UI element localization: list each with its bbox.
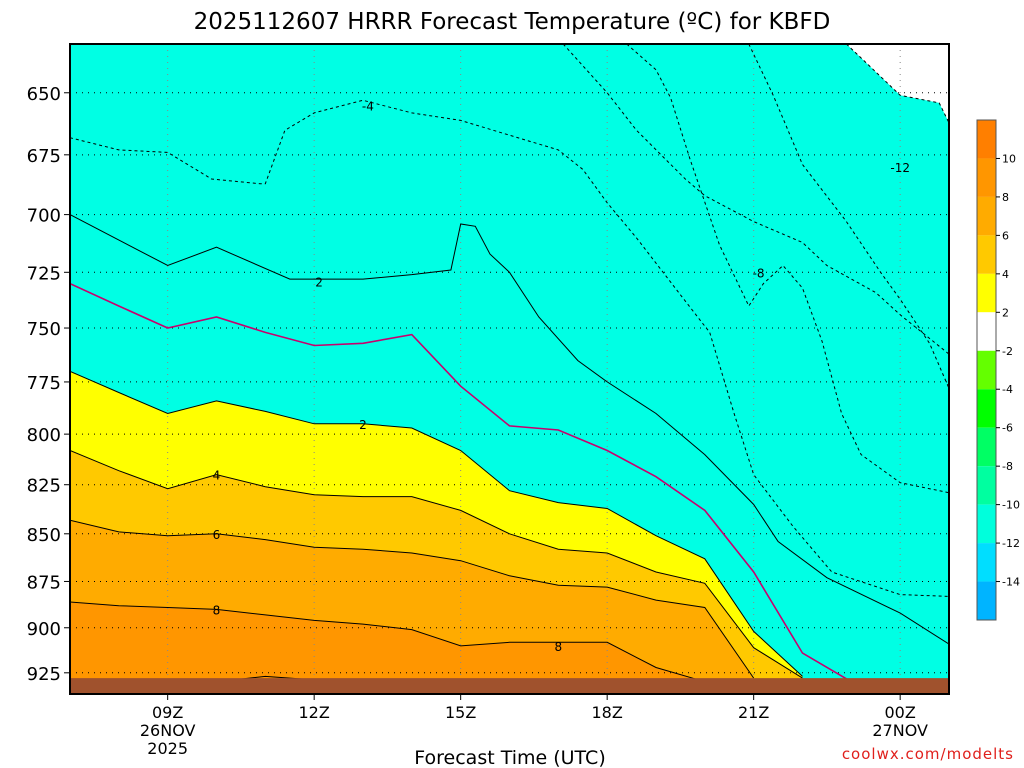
- colorbar-swatch: [977, 273, 996, 313]
- contour-line: [70, 214, 949, 645]
- contour-label: 2: [359, 418, 367, 432]
- x-tick-date: 27NOV: [872, 721, 928, 740]
- x-tick-label: 18Z: [592, 703, 623, 722]
- colorbar-tick-label: -2: [1002, 345, 1013, 358]
- y-tick-label: 925: [27, 664, 61, 685]
- contour-line: [70, 519, 755, 679]
- contour-line: [748, 44, 949, 389]
- y-tick-label: 650: [27, 84, 61, 105]
- y-tick-label: 800: [27, 425, 61, 446]
- colorbar-swatch: [977, 196, 996, 236]
- x-tick-label: 09Z: [152, 703, 183, 722]
- plot-frame: [69, 43, 950, 695]
- x-tick-date: 26NOV: [140, 721, 196, 740]
- colorbar-swatch: [977, 120, 996, 159]
- contour-line: [70, 601, 705, 683]
- contour-line: [846, 44, 949, 124]
- colorbar-tick-label: 6: [1002, 229, 1009, 242]
- x-tick-label: 00Z: [885, 703, 916, 722]
- plot-area: [70, 44, 949, 694]
- contour-label: 8: [555, 640, 563, 654]
- colorbar-tick-label: -4: [1002, 383, 1013, 396]
- colorbar-swatch: [977, 466, 996, 505]
- contour-line: [70, 282, 852, 683]
- contour-labels: -4 2 -8 -12 2 4 6 8 8: [213, 99, 910, 654]
- colorbar-tick-label: -6: [1002, 422, 1013, 435]
- colorbar-tick-label: 4: [1002, 268, 1009, 281]
- y-tick-label: 700: [27, 206, 61, 227]
- colorbar-swatch: [977, 581, 996, 620]
- x-tick-year: 2025: [147, 739, 188, 758]
- y-tick-label: 900: [27, 619, 61, 640]
- colorbar-tick-label: 8: [1002, 191, 1009, 204]
- y-tick-label: 675: [27, 146, 61, 167]
- x-tick-label: 15Z: [445, 703, 476, 722]
- colorbar-swatch: [977, 158, 996, 197]
- color-filled-regions: [70, 44, 949, 694]
- y-tick-label: 750: [27, 319, 61, 340]
- colorbar-swatch: [977, 350, 996, 390]
- y-axis: 650 675 700 725 750 775 800 825 850 875 900 925: [27, 84, 70, 685]
- contour-line: [70, 450, 803, 679]
- colorbar-swatch: [977, 504, 996, 544]
- colorbar-tick-label: -12: [1002, 537, 1020, 550]
- y-tick-label: 825: [27, 476, 61, 497]
- colorbar-tick-label: 10: [1002, 152, 1016, 165]
- contour-line: [70, 99, 949, 597]
- contour-label: 2: [315, 275, 323, 289]
- temperature-contours: [70, 44, 949, 694]
- ground-surface: [70, 678, 949, 694]
- x-axis-title: Forecast Time (UTC): [414, 747, 605, 768]
- credit-text: coolwx.com/modelts: [842, 745, 1014, 763]
- dotted-grid: [70, 44, 949, 694]
- chart-title: 2025112607 HRRR Forecast Temperature (ºC…: [194, 9, 831, 35]
- contour-label: 4: [213, 469, 221, 483]
- x-tick-label: 21Z: [738, 703, 769, 722]
- colorbar-swatch: [977, 543, 996, 582]
- colorbar-tick-label: -14: [1002, 576, 1020, 589]
- contour-label: -4: [362, 99, 374, 113]
- y-tick-label: 875: [27, 572, 61, 593]
- colorbar-swatch: [977, 427, 996, 467]
- colorbar-legend: 10 8 6 4 2 -2 -4 -6 -8 -10 -12 -14: [976, 119, 1020, 621]
- colorbar-swatch: [977, 389, 996, 428]
- contour-label: -8: [753, 266, 765, 280]
- colorbar-tick-label: -8: [1002, 460, 1013, 473]
- colorbar-tick-label: -10: [1002, 499, 1020, 512]
- contour-label: -12: [890, 161, 910, 175]
- contour-line: [626, 44, 949, 494]
- contour-label: 8: [213, 603, 221, 617]
- y-tick-label: 725: [27, 263, 61, 284]
- colorbar-swatch: [977, 312, 996, 351]
- warm-band-fill: [70, 602, 705, 694]
- contour-line: [562, 44, 949, 355]
- y-tick-label: 850: [27, 525, 61, 546]
- contour-line: [70, 370, 803, 677]
- colorbar-tick-label: 2: [1002, 306, 1009, 319]
- colorbar-swatch: [977, 235, 996, 274]
- x-tick-label: 12Z: [299, 703, 330, 722]
- y-tick-label: 775: [27, 373, 61, 394]
- contour-label: 6: [213, 528, 221, 542]
- colorbar-frame: [976, 119, 997, 621]
